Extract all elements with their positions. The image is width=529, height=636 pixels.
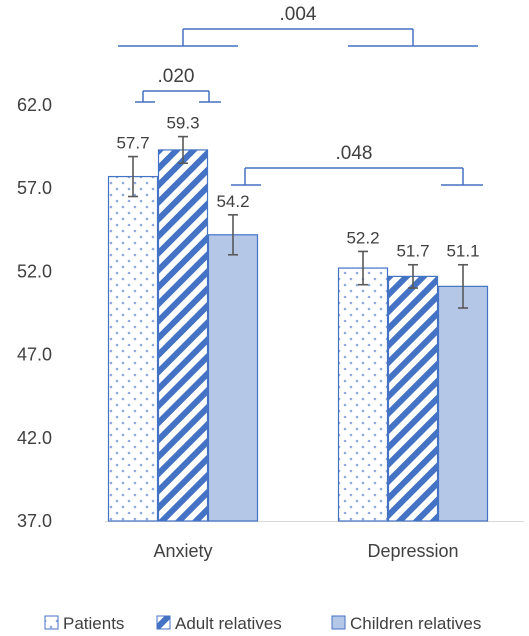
significance-label: .048 bbox=[336, 143, 373, 164]
y-tick-label: 42.0 bbox=[17, 428, 52, 448]
legend-label: Adult relatives bbox=[175, 614, 282, 633]
legend-label: Children relatives bbox=[350, 614, 481, 633]
category-label: Anxiety bbox=[153, 541, 212, 561]
bar-dots-1 bbox=[337, 267, 389, 522]
category-label: Depression bbox=[367, 541, 458, 561]
bar-dots-0 bbox=[107, 175, 159, 522]
legend-swatch-dots bbox=[44, 615, 59, 630]
data-label: 59.3 bbox=[166, 114, 199, 133]
significance-label: .004 bbox=[280, 4, 317, 25]
data-label: 51.7 bbox=[396, 242, 429, 261]
data-label: 51.1 bbox=[446, 242, 479, 261]
legend-swatch-solid bbox=[331, 615, 346, 630]
y-tick-label: 37.0 bbox=[17, 511, 52, 531]
y-tick-label: 47.0 bbox=[17, 345, 52, 365]
bar-diagonal-0 bbox=[157, 149, 209, 522]
bar-solid-0 bbox=[207, 234, 259, 522]
data-label: 57.7 bbox=[116, 134, 149, 153]
bar-solid-1 bbox=[437, 285, 489, 522]
bar-diagonal-1 bbox=[387, 275, 439, 522]
data-label: 52.2 bbox=[346, 228, 379, 247]
legend-label: Patients bbox=[63, 614, 124, 633]
y-tick-label: 52.0 bbox=[17, 261, 52, 281]
significance-label: .020 bbox=[158, 66, 195, 87]
y-tick-label: 62.0 bbox=[17, 95, 52, 115]
y-tick-label: 57.0 bbox=[17, 178, 52, 198]
data-label: 54.2 bbox=[216, 192, 249, 211]
legend-swatch-diagonal bbox=[156, 615, 171, 630]
